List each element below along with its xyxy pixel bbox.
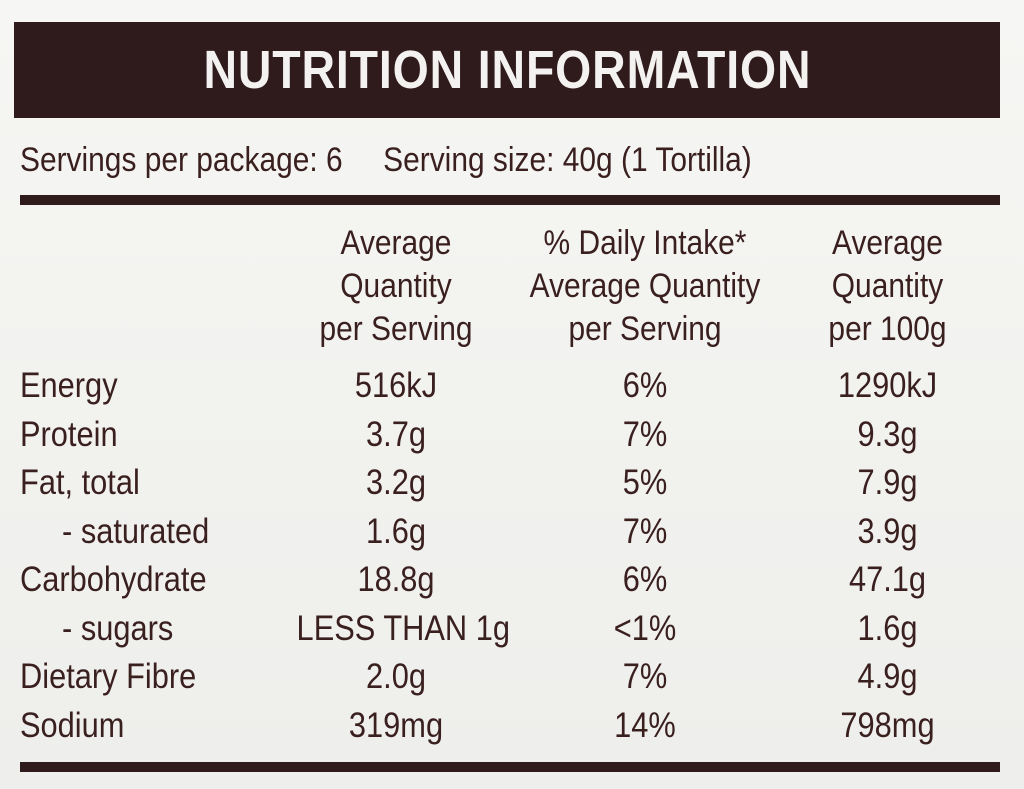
nutrient-label: Sodium xyxy=(20,705,125,745)
per-100g-value: 1290kJ xyxy=(837,366,938,405)
nutrient-label: Protein xyxy=(20,414,118,454)
nutrient-label: Dietary Fibre xyxy=(20,657,197,696)
per-serving-value: 2.0g xyxy=(366,657,426,696)
top-divider xyxy=(20,195,1000,205)
daily-intake-value: 14% xyxy=(614,705,676,745)
header-per-serving: Average Quantity per Serving xyxy=(319,224,473,348)
servings-info: Servings per package: 6 Serving size: 40… xyxy=(20,138,752,182)
daily-intake-value: 7% xyxy=(622,511,668,551)
header-daily-intake: % Daily Intake* Average Quantity per Ser… xyxy=(529,224,761,348)
per-serving-value: 516kJ xyxy=(354,366,438,405)
table-row: Sodium 319mg 14% 798mg xyxy=(0,702,1024,751)
per-serving-value: LESS THAN 1g xyxy=(296,608,510,648)
nutrient-label: Carbohydrate xyxy=(20,560,207,599)
serving-size: Serving size: 40g (1 Tortilla) xyxy=(383,140,752,179)
nutrient-label: - saturated xyxy=(62,511,210,551)
panel-title: NUTRITION INFORMATION xyxy=(203,40,811,100)
table-row: Carbohydrate 18.8g 6% 47.1g xyxy=(0,556,1024,605)
per-100g-value: 1.6g xyxy=(857,608,918,648)
nutrient-label: Fat, total xyxy=(20,463,140,502)
nutrient-table: Energy 516kJ 6% 1290kJ Protein 3.7g 7% 9… xyxy=(0,362,1024,750)
per-100g-value: 4.9g xyxy=(857,657,918,696)
per-serving-value: 1.6g xyxy=(366,511,426,551)
per-serving-value: 3.2g xyxy=(366,463,426,502)
bottom-divider xyxy=(20,762,1000,772)
daily-intake-value: <1% xyxy=(613,608,677,648)
header-per-100g: Average Quantity per 100g xyxy=(828,224,947,348)
title-bar: NUTRITION INFORMATION xyxy=(14,22,1000,118)
per-100g-value: 47.1g xyxy=(848,560,927,599)
table-row: - sugars LESS THAN 1g <1% 1.6g xyxy=(0,605,1024,654)
table-row: Energy 516kJ 6% 1290kJ xyxy=(0,362,1024,411)
per-serving-value: 3.7g xyxy=(366,414,426,454)
per-serving-value: 319mg xyxy=(348,705,444,745)
nutrient-label: Energy xyxy=(20,366,118,405)
servings-per-package: Servings per package: 6 xyxy=(20,140,343,179)
daily-intake-value: 7% xyxy=(622,657,668,696)
daily-intake-value: 6% xyxy=(622,366,668,405)
daily-intake-value: 7% xyxy=(622,414,668,454)
table-row: Dietary Fibre 2.0g 7% 4.9g xyxy=(0,653,1024,702)
per-100g-value: 798mg xyxy=(840,705,935,745)
per-serving-value: 18.8g xyxy=(357,560,435,599)
table-row: Protein 3.7g 7% 9.3g xyxy=(0,411,1024,460)
table-row: - saturated 1.6g 7% 3.9g xyxy=(0,508,1024,557)
per-100g-value: 9.3g xyxy=(857,414,918,454)
table-row: Fat, total 3.2g 5% 7.9g xyxy=(0,459,1024,508)
per-100g-value: 7.9g xyxy=(857,463,918,502)
nutrient-label: - sugars xyxy=(62,608,174,648)
daily-intake-value: 6% xyxy=(622,560,668,599)
per-100g-value: 3.9g xyxy=(857,511,918,551)
daily-intake-value: 5% xyxy=(622,463,668,502)
